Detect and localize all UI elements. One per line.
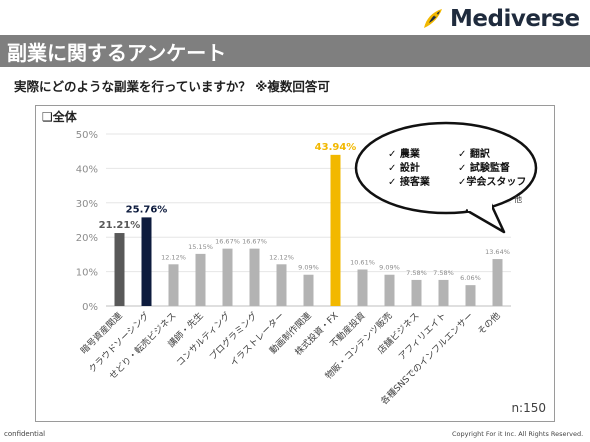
bar xyxy=(141,217,152,306)
bar xyxy=(249,248,260,306)
y-tick-label: 10% xyxy=(76,268,98,279)
brand-logo: Mediverse xyxy=(420,4,580,34)
callout-item: ✓ 接客業 xyxy=(388,175,431,188)
callout-bubble xyxy=(354,121,538,215)
data-label: 7.58% xyxy=(406,269,427,277)
y-tick-label: 30% xyxy=(76,199,98,210)
data-label: 9.09% xyxy=(379,264,400,272)
page-title: 副業に関するアンケート xyxy=(7,41,227,65)
data-label: 25.76% xyxy=(126,204,168,215)
footer-copyright: Copyright For it Inc. All Rights Reserve… xyxy=(452,430,584,438)
callout-suffix: 他 xyxy=(514,194,522,204)
callout-tail-mask xyxy=(468,202,492,211)
bar xyxy=(114,233,125,306)
callout-item: ✓ 試験監督 xyxy=(458,161,510,174)
bar-chart: 0%10%20%30%40%50%21.21%暗号資産関連25.76%クラウドソ… xyxy=(76,121,546,415)
data-label: 15.15% xyxy=(188,243,213,251)
bar xyxy=(384,274,395,306)
callout-item: ✓ 翻訳 xyxy=(458,147,491,160)
brand-name: Mediverse xyxy=(450,6,580,32)
callout-item: ✓学会スタッフ xyxy=(458,175,526,188)
data-label: 7.58% xyxy=(433,269,454,277)
data-label: 21.21% xyxy=(99,220,141,231)
data-label: 6.06% xyxy=(460,274,481,282)
footer-confidential: confidential xyxy=(4,430,46,438)
callout-item: ✓ 設計 xyxy=(388,161,420,174)
bar xyxy=(438,279,449,306)
sample-size-label: n:150 xyxy=(511,401,546,415)
bar xyxy=(465,285,476,306)
panel-title: ❑全体 xyxy=(42,110,77,124)
bar xyxy=(411,279,422,306)
x-category-label: その他 xyxy=(475,310,503,338)
y-tick-label: 20% xyxy=(76,233,98,244)
bar xyxy=(168,264,179,306)
data-label: 10.61% xyxy=(350,259,375,267)
bar xyxy=(195,253,206,306)
data-label: 43.94% xyxy=(315,142,357,153)
survey-question: 実際にどのような副業を行っていますか？ ※複数回答可 xyxy=(14,79,330,94)
bar xyxy=(330,154,341,306)
y-tick-label: 0% xyxy=(82,302,98,313)
bar xyxy=(303,274,314,306)
rocket-logo-icon xyxy=(424,9,442,28)
data-label: 16.67% xyxy=(242,238,267,246)
bar xyxy=(492,259,503,306)
data-label: 9.09% xyxy=(298,264,319,272)
data-label: 16.67% xyxy=(215,238,240,246)
data-label: 12.12% xyxy=(161,253,186,261)
x-category-label: 各種SNSでのインフルエンサー xyxy=(378,310,476,408)
page-title-band: 副業に関するアンケート xyxy=(0,35,590,67)
data-label: 13.64% xyxy=(485,248,510,256)
callout-item: ✓ 農業 xyxy=(388,147,421,160)
chart-panel: ❑全体 0% 10% 20% 30% 40% 50% 21.21% 暗号資産関連 25.76% ク… xyxy=(35,105,555,422)
y-tick-label: 50% xyxy=(76,130,98,141)
y-tick-label: 40% xyxy=(76,164,98,175)
bar xyxy=(222,248,233,306)
data-label: 12.12% xyxy=(269,253,294,261)
x-category-label: アフィリエイト xyxy=(397,311,448,362)
bar xyxy=(357,269,368,306)
bar xyxy=(276,264,287,306)
